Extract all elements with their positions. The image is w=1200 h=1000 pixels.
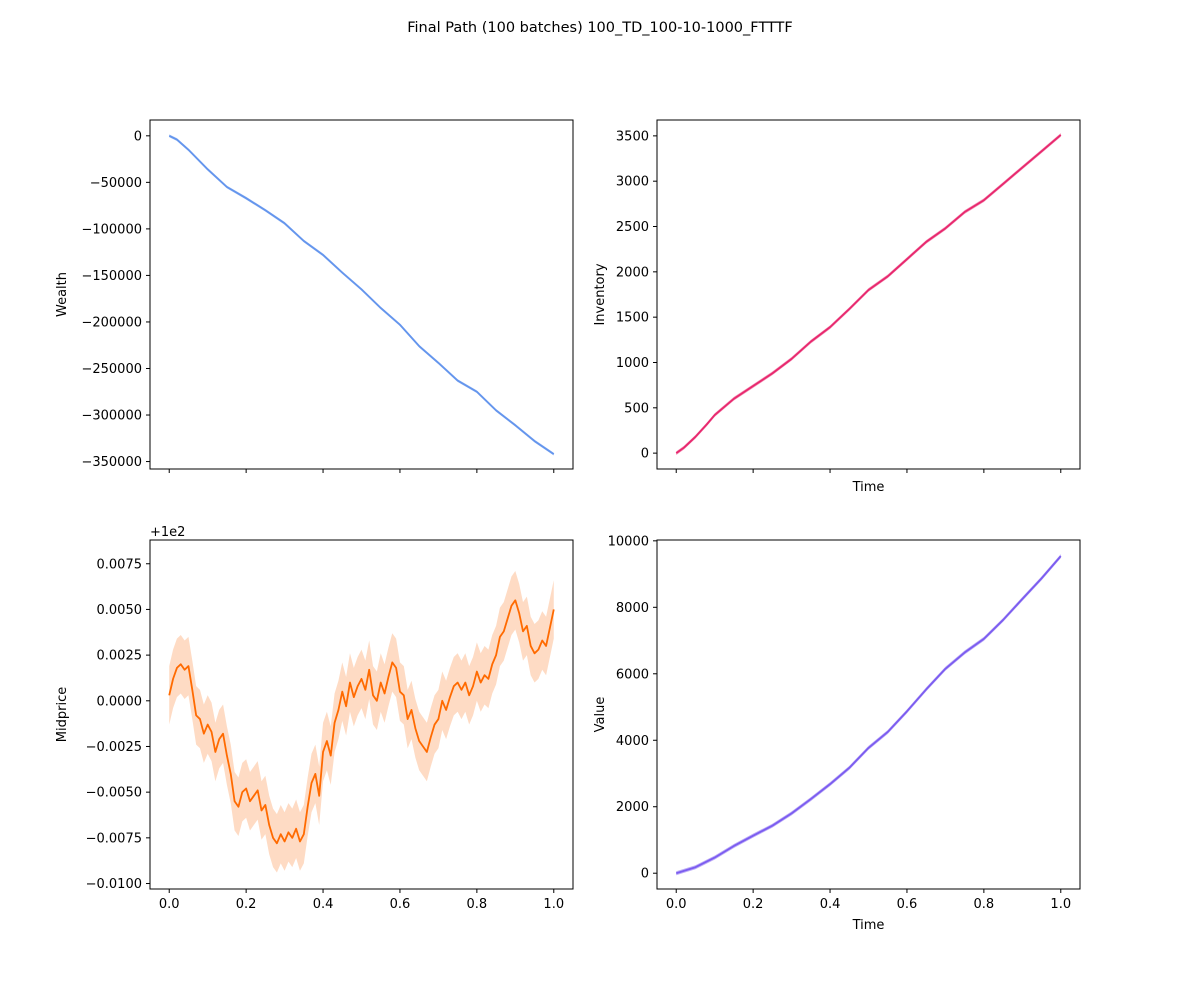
inventory-series-line (675, 134, 1062, 454)
wealth-y-tick-label: −350000 (81, 455, 142, 470)
midprice-y-tick-label: 0.0025 (97, 649, 143, 664)
midprice-x-tick-label: 0.8 (467, 897, 488, 912)
wealth-series-line (168, 135, 555, 455)
inventory-y-tick-label: 1000 (616, 356, 649, 371)
midprice-x-tick-label: 0.6 (390, 897, 411, 912)
value-y-tick-label: 4000 (616, 734, 649, 749)
midprice-y-tick-label: 0.0050 (97, 603, 143, 618)
value-y-tick-label: 8000 (616, 601, 649, 616)
midprice-offset-text: +1e2 (150, 525, 185, 540)
midprice-panel: 0.0 0.2 0.4 0.6 0.8 1.0 0.0075 0.0050 0.0025 0.00… (55, 525, 574, 912)
inventory-y-tick-label: 1500 (616, 311, 649, 326)
midprice-confidence-band (169, 571, 554, 873)
midprice-axes-frame (149, 539, 574, 890)
wealth-y-tick-label: −50000 (90, 176, 142, 191)
wealth-plot-area (150, 120, 573, 469)
wealth-y-axis-label: Wealth (55, 272, 70, 317)
inventory-y-tick-label: 2000 (616, 265, 649, 280)
wealth-panel: 0 −50000 −100000 −150000 −200000 −250000 −3000… (55, 119, 574, 473)
wealth-y-tick-label: 0 (134, 129, 142, 144)
value-y-tick-label: 6000 (616, 667, 649, 682)
midprice-x-tick-label: 0.0 (159, 897, 180, 912)
inventory-y-tick-label: 3000 (616, 175, 649, 190)
value-y-axis-label: Value (593, 697, 608, 733)
midprice-y-tick-label: 0.0075 (97, 557, 143, 572)
value-panel: 0.0 0.2 0.4 0.6 0.8 1.0 0 2000 4000 6000 8000 10000… (593, 534, 1081, 933)
value-x-tick-label: 1.0 (1050, 897, 1071, 912)
midprice-series-line (168, 599, 555, 845)
inventory-y-tick-label: 0 (641, 447, 649, 462)
wealth-y-tick-label: −200000 (81, 315, 142, 330)
inventory-y-tick-label: 2500 (616, 220, 649, 235)
midprice-y-tick-label: −0.0050 (86, 786, 142, 801)
value-y-tick-label: 10000 (608, 534, 649, 549)
midprice-y-axis-label: Midprice (55, 687, 70, 742)
value-x-tick-label: 0.6 (897, 897, 918, 912)
inventory-panel: 0 500 1000 1500 2000 2500 3000 3500 Inventory Tim… (593, 119, 1081, 495)
value-series-line (675, 555, 1062, 875)
value-y-tick-label: 0 (641, 867, 649, 882)
midprice-x-tick-label: 0.2 (236, 897, 257, 912)
midprice-y-tick-label: −0.0025 (86, 740, 142, 755)
value-x-tick-label: 0.4 (820, 897, 841, 912)
inventory-y-tick-label: 3500 (616, 129, 649, 144)
wealth-axes-frame (149, 119, 574, 470)
figure-title: Final Path (100 batches) 100_TD_100-10-1… (407, 20, 793, 36)
inventory-y-tick-label: 500 (624, 401, 649, 416)
value-plot-area (657, 540, 1080, 889)
inventory-y-axis-label: Inventory (593, 263, 608, 325)
inventory-x-axis-label: Time (852, 480, 885, 495)
wealth-y-tick-label: −300000 (81, 409, 142, 424)
value-y-tick-label: 2000 (616, 800, 649, 815)
inventory-confidence-band (676, 133, 1061, 455)
wealth-y-tick-label: −150000 (81, 269, 142, 284)
midprice-y-tick-label: 0.0000 (97, 694, 143, 709)
midprice-y-tick-label: −0.0100 (86, 877, 142, 892)
midprice-x-tick-label: 1.0 (543, 897, 564, 912)
wealth-y-tick-label: −250000 (81, 362, 142, 377)
inventory-axes-frame (656, 119, 1081, 470)
midprice-x-tick-label: 0.4 (313, 897, 334, 912)
value-x-tick-label: 0.2 (743, 897, 764, 912)
value-x-tick-label: 0.0 (666, 897, 687, 912)
midprice-y-tick-label: −0.0075 (86, 831, 142, 846)
value-x-tick-label: 0.8 (974, 897, 995, 912)
value-axes-frame (656, 539, 1081, 890)
wealth-y-tick-label: −100000 (81, 222, 142, 237)
value-x-axis-label: Time (852, 918, 885, 933)
